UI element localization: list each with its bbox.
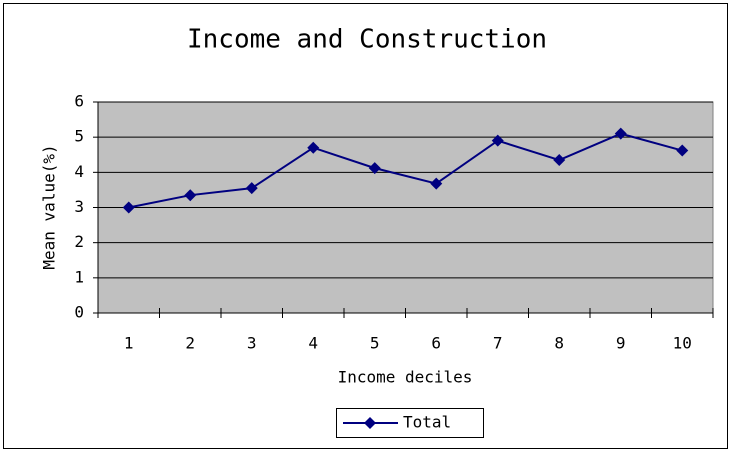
data-point (122, 201, 135, 214)
x-tick-label: 1 (124, 334, 134, 353)
data-point (430, 177, 443, 190)
data-point (368, 162, 381, 175)
chart-title: Income and Construction (187, 25, 547, 55)
y-tick-label: 5 (74, 127, 84, 146)
x-tick-label: 4 (308, 334, 318, 353)
x-axis-label: Income deciles (338, 368, 473, 387)
data-point (307, 141, 320, 154)
y-tick-label: 2 (74, 232, 84, 251)
data-point (676, 144, 689, 157)
y-tick-label: 1 (74, 267, 84, 286)
x-tick-label: 3 (247, 334, 257, 353)
y-axis-label: Mean value(%) (40, 144, 59, 269)
y-tick-label: 3 (74, 197, 84, 216)
x-tick-label: 8 (554, 334, 564, 353)
legend-marker (364, 417, 376, 429)
y-tick-label: 6 (74, 92, 84, 111)
data-point (245, 182, 258, 195)
data-point (614, 127, 627, 140)
data-point (184, 189, 197, 202)
y-tick-label: 0 (74, 303, 84, 322)
x-tick-label: 7 (493, 334, 503, 353)
legend-label: Total (403, 413, 451, 432)
x-tick-label: 10 (673, 334, 692, 353)
data-point (491, 134, 504, 147)
x-tick-label: 5 (370, 334, 380, 353)
x-tick-label: 2 (185, 334, 195, 353)
x-tick-label: 6 (431, 334, 441, 353)
y-tick-label: 4 (74, 162, 84, 181)
data-point (553, 154, 566, 167)
x-tick-label: 9 (616, 334, 626, 353)
series-line (128, 132, 683, 209)
